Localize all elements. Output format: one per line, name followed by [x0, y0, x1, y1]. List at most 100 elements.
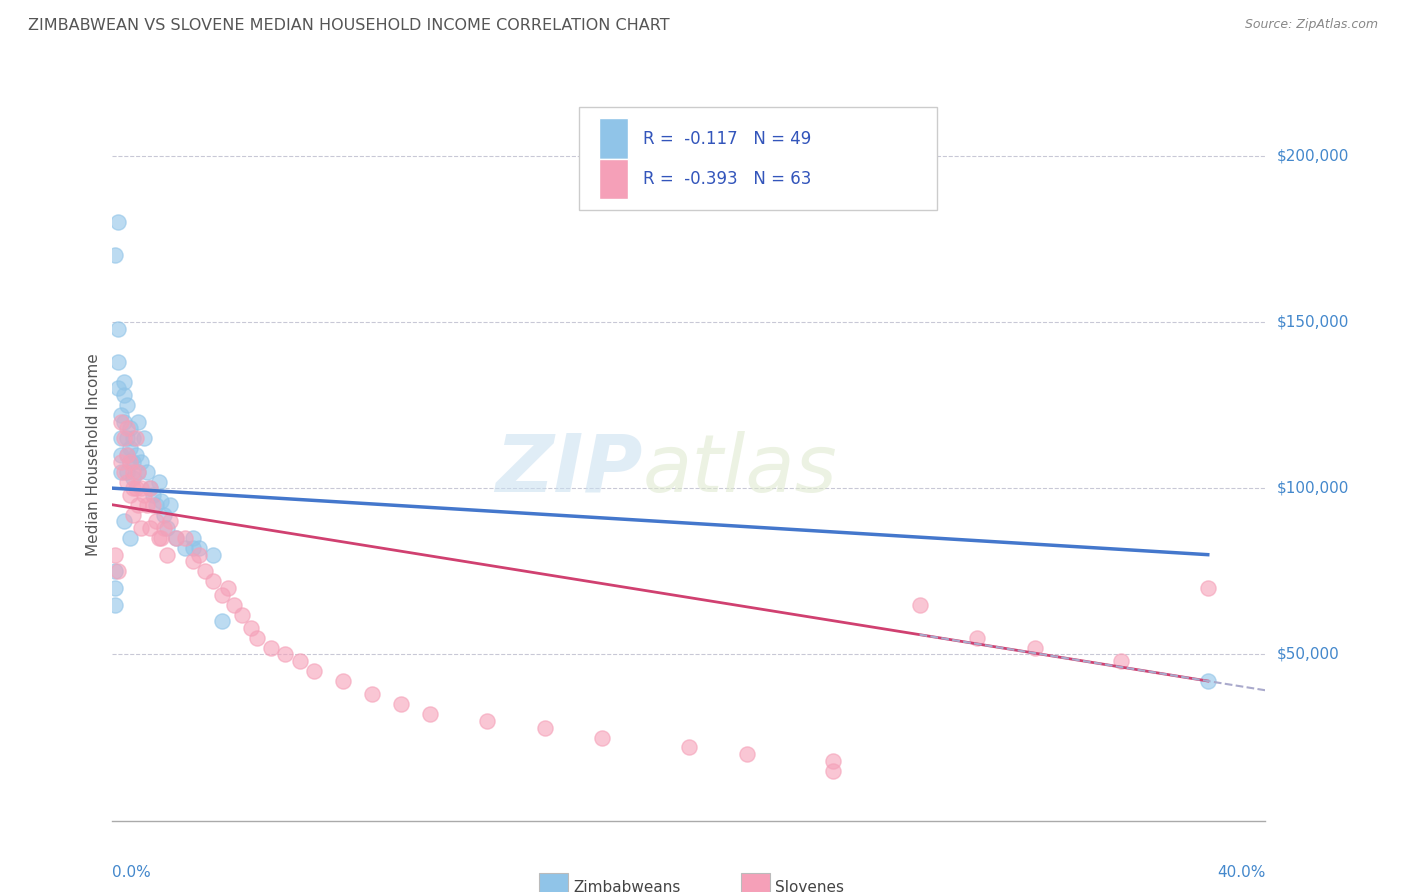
Text: Zimbabweans: Zimbabweans — [574, 880, 681, 892]
Point — [110, 408, 132, 422]
Point — [107, 564, 129, 578]
Point — [115, 431, 138, 445]
Point — [260, 640, 283, 655]
Point — [115, 398, 138, 412]
Point — [821, 754, 844, 768]
Point — [104, 248, 127, 262]
Point — [222, 598, 245, 612]
Point — [821, 764, 844, 778]
Point — [115, 465, 138, 479]
Point — [139, 521, 162, 535]
Point — [121, 465, 143, 479]
Point — [592, 731, 614, 745]
Point — [181, 554, 204, 568]
Text: R =  -0.393   N = 63: R = -0.393 N = 63 — [643, 170, 811, 188]
Point — [239, 621, 262, 635]
Point — [136, 465, 159, 479]
Text: $150,000: $150,000 — [1277, 315, 1348, 329]
Point — [533, 721, 555, 735]
Point — [112, 515, 135, 529]
Point — [134, 488, 156, 502]
Point — [107, 321, 129, 335]
Point — [153, 521, 176, 535]
Point — [245, 631, 267, 645]
Point — [678, 740, 700, 755]
Point — [181, 541, 204, 555]
Point — [231, 607, 253, 622]
Bar — [741, 873, 769, 892]
Text: Slovenes: Slovenes — [776, 880, 845, 892]
Bar — [599, 159, 628, 199]
Point — [121, 454, 143, 468]
Text: $100,000: $100,000 — [1277, 481, 1348, 496]
Point — [735, 747, 758, 761]
Point — [134, 431, 156, 445]
Point — [332, 673, 354, 688]
Point — [217, 581, 239, 595]
Bar — [599, 119, 628, 159]
Point — [129, 454, 153, 468]
Point — [360, 687, 382, 701]
Point — [150, 494, 173, 508]
Point — [181, 531, 204, 545]
Point — [110, 465, 132, 479]
Point — [112, 465, 135, 479]
Point — [104, 581, 127, 595]
Point — [202, 574, 225, 589]
Point — [129, 481, 153, 495]
Point — [124, 481, 146, 495]
Point — [112, 431, 135, 445]
Point — [124, 448, 146, 462]
FancyBboxPatch shape — [579, 108, 936, 210]
Text: 0.0%: 0.0% — [112, 864, 152, 880]
Point — [159, 515, 181, 529]
Point — [188, 541, 211, 555]
Point — [194, 564, 217, 578]
Point — [104, 564, 127, 578]
Point — [288, 654, 311, 668]
Text: Source: ZipAtlas.com: Source: ZipAtlas.com — [1244, 18, 1378, 31]
Point — [150, 531, 173, 545]
Point — [115, 448, 138, 462]
Text: 40.0%: 40.0% — [1218, 864, 1265, 880]
Point — [274, 648, 297, 662]
Point — [153, 508, 176, 522]
Point — [118, 488, 141, 502]
Point — [115, 448, 138, 462]
Point — [110, 415, 132, 429]
Point — [112, 375, 135, 389]
Point — [139, 481, 162, 495]
Text: atlas: atlas — [643, 431, 838, 508]
Point — [118, 454, 141, 468]
Point — [107, 381, 129, 395]
Point — [966, 631, 988, 645]
Point — [121, 481, 143, 495]
Point — [188, 548, 211, 562]
Point — [118, 421, 141, 435]
Point — [1024, 640, 1046, 655]
Point — [112, 415, 135, 429]
Point — [104, 548, 127, 562]
Point — [127, 498, 149, 512]
Point — [173, 531, 195, 545]
Text: ZIMBABWEAN VS SLOVENE MEDIAN HOUSEHOLD INCOME CORRELATION CHART: ZIMBABWEAN VS SLOVENE MEDIAN HOUSEHOLD I… — [28, 18, 669, 33]
Point — [304, 664, 326, 678]
Point — [211, 588, 233, 602]
Point — [110, 448, 132, 462]
Point — [1111, 654, 1133, 668]
Point — [142, 488, 165, 502]
Point — [475, 714, 498, 728]
Text: $50,000: $50,000 — [1277, 647, 1340, 662]
Point — [908, 598, 931, 612]
Point — [156, 521, 179, 535]
Point — [419, 707, 441, 722]
Point — [159, 498, 181, 512]
Point — [121, 431, 143, 445]
Point — [211, 614, 233, 628]
Point — [124, 431, 146, 445]
Point — [115, 475, 138, 489]
Point — [107, 215, 129, 229]
Point — [145, 515, 167, 529]
Point — [148, 475, 170, 489]
Point — [1197, 673, 1219, 688]
